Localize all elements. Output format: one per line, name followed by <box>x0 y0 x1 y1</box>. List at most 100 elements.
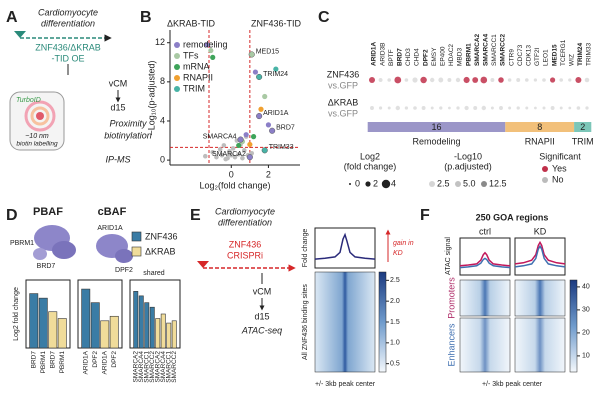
dot <box>490 78 495 82</box>
heatmap <box>459 317 511 373</box>
dot <box>481 105 486 111</box>
side-label: ΔKRAB-TID <box>167 18 216 28</box>
dot <box>387 106 391 110</box>
legend-dot <box>381 179 391 189</box>
x-tick-label: SMARCC2 <box>149 351 156 383</box>
group-label: TRIM <box>572 136 594 146</box>
legend-marker <box>174 53 180 59</box>
legend-label: 5.0 <box>463 178 476 188</box>
dot <box>559 106 563 110</box>
y-tick-label: 8 <box>160 76 165 86</box>
dot <box>447 78 452 82</box>
group-label: Remodeling <box>412 136 460 146</box>
point <box>227 149 232 154</box>
point <box>240 155 245 161</box>
point <box>225 155 230 161</box>
labelling-ring <box>30 106 50 126</box>
a-title: differentiation <box>41 18 95 28</box>
bar <box>48 311 58 349</box>
point <box>210 149 216 155</box>
complex-blob <box>115 249 133 263</box>
point <box>236 142 242 149</box>
x-tick-label: SMARCA2 <box>132 351 139 383</box>
y-tick-label: 12 <box>155 37 165 47</box>
y-tick-label: 4 <box>160 115 165 125</box>
complex-blob <box>33 248 47 260</box>
legend-dot <box>455 181 461 187</box>
bar <box>155 318 161 349</box>
column-label: EP400 <box>440 46 447 66</box>
column-label: LEO1 <box>543 49 550 66</box>
legend-marker <box>174 64 180 70</box>
point <box>219 152 225 158</box>
column-label: HDAC2 <box>448 44 455 66</box>
point <box>236 151 242 157</box>
subunit-label: DPF2 <box>115 267 133 274</box>
colorbar-label: 10 <box>582 353 590 360</box>
point <box>258 106 264 112</box>
point-label: TRIM24 <box>263 71 288 78</box>
bar <box>109 315 119 349</box>
point <box>217 147 223 152</box>
point <box>228 152 234 158</box>
bar <box>29 293 39 349</box>
profile-line <box>459 251 511 267</box>
dot <box>378 106 383 110</box>
panel-letter: A <box>6 9 18 26</box>
dot <box>559 78 563 82</box>
bar <box>149 306 155 349</box>
legend-dot <box>481 181 487 187</box>
dot <box>575 77 582 83</box>
group-count: 2 <box>580 122 585 132</box>
tss-marker <box>197 261 209 268</box>
legend-label: TFs <box>183 50 199 60</box>
column-label: BRD7 <box>397 48 404 66</box>
bar <box>171 320 177 349</box>
dot <box>542 78 546 82</box>
x-tick-label: SMARCA4 <box>138 351 145 383</box>
x-tick-label: ARID1A <box>101 350 108 374</box>
legend-label: Yes <box>552 163 567 173</box>
profile-line <box>314 232 376 260</box>
dot <box>490 106 494 110</box>
dot <box>473 106 478 110</box>
chart-title: 250 GOA regions <box>476 212 549 222</box>
e-stage: vCM <box>253 286 272 296</box>
point <box>243 132 249 138</box>
dot <box>370 106 374 110</box>
legend-title: Significant <box>539 151 581 161</box>
row-sublabel: vs.GFP <box>328 80 358 90</box>
point <box>202 153 208 159</box>
dot <box>550 106 555 110</box>
point-label: BRD7 <box>276 125 295 132</box>
group-count: 8 <box>537 122 542 132</box>
dot <box>472 77 479 83</box>
a-method: biotinylation <box>104 130 152 140</box>
dot <box>507 78 512 82</box>
legend-dot <box>365 181 371 187</box>
point <box>208 47 214 54</box>
dot <box>550 77 556 83</box>
panel-letter: B <box>140 9 152 26</box>
x-tick-label: DPF2 <box>92 351 99 368</box>
colorbar-label: 20 <box>582 330 590 337</box>
heatmap <box>514 317 566 373</box>
column-label: SMARCC1 <box>491 34 498 66</box>
dot <box>568 78 572 82</box>
point-label: TRIM33 <box>269 144 294 151</box>
legend-label: TRIM <box>183 83 205 93</box>
x-axis-label: +/- 3kb peak center <box>315 381 376 388</box>
a-turboid: TurboID <box>16 97 41 104</box>
bar <box>166 322 172 349</box>
profile-line <box>514 244 566 268</box>
legend-dot <box>542 177 548 183</box>
dot <box>439 106 443 110</box>
column-label: CDK13 <box>526 45 533 66</box>
x-tick-label: SMARCA2 <box>154 351 161 383</box>
legend-dot <box>429 181 435 187</box>
e-title: Cardiomyocyte <box>215 206 275 216</box>
dot <box>516 106 520 110</box>
dot <box>508 106 512 110</box>
complex-blob <box>52 241 76 259</box>
